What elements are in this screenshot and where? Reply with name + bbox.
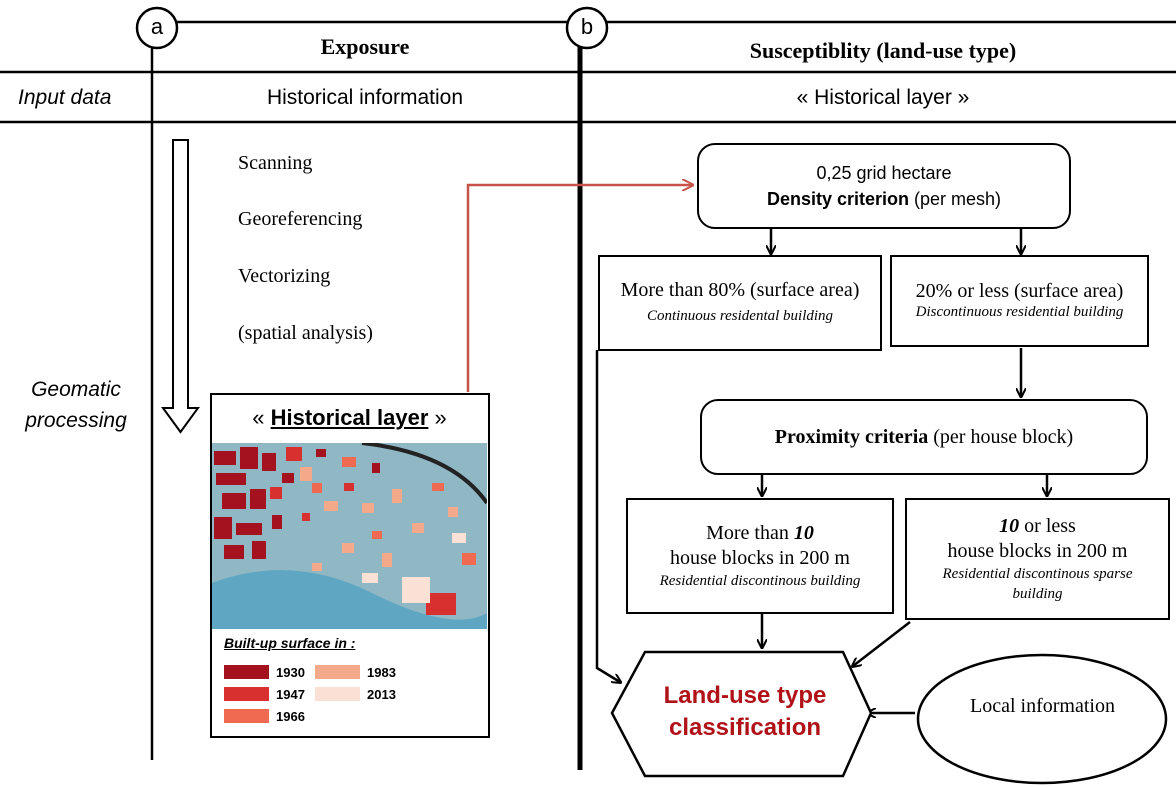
proximity-bold: Proximity criteria	[774, 425, 929, 448]
marker-b-circle	[565, 6, 609, 50]
less10-italic: Residential discontinous sparse building	[942, 566, 1133, 602]
historical-map-image	[212, 443, 487, 629]
proximity-line: Proximity criteria (per house block)	[775, 426, 1073, 449]
more10-italic: Residential discontinous building	[659, 573, 861, 589]
density-rest: (per mesh)	[909, 189, 1002, 209]
legend-label-1966: 1966	[276, 709, 305, 724]
step-spatial-analysis: (spatial analysis)	[238, 322, 373, 344]
legend-label-1947: 1947	[276, 687, 305, 702]
legend-title: Built-up surface in :	[224, 635, 356, 651]
legend-label-2013: 2013	[367, 687, 396, 702]
less10-line1: 10 or less	[999, 514, 1076, 539]
local-ellipse	[916, 653, 1168, 785]
more10-line1: More than 10	[706, 521, 814, 546]
more80-italic: Continuous residental building	[646, 307, 834, 324]
historical-layer-box: « Historical layer »	[210, 393, 490, 738]
marker-b-label: b	[580, 14, 594, 39]
input-historical-information: Historical information	[266, 86, 464, 109]
density-criterion-box: 0,25 grid hectare Density criterion (per…	[697, 143, 1071, 229]
less20-text: 20% or less (surface area)	[915, 280, 1124, 302]
land-use-classification-label: Land-use type classification	[663, 682, 827, 741]
more-than-80-box: More than 80% (surface area) Continuous …	[598, 255, 882, 351]
historical-layer-title: « Historical layer »	[212, 405, 487, 431]
less10-post: or less	[1019, 515, 1076, 537]
legend-swatch-1947	[224, 687, 269, 701]
less10-line2: house blocks in 200 m	[947, 540, 1128, 562]
legend-label-1930: 1930	[276, 665, 305, 680]
process-down-arrow	[161, 139, 200, 434]
more10-pre: More than	[706, 522, 794, 544]
step-scanning: Scanning	[238, 152, 313, 174]
local-information-label: Local information	[970, 695, 1115, 717]
density-line1: 0,25 grid hectare	[816, 163, 952, 183]
marker-a-circle	[135, 6, 179, 50]
arrow-more80-classification	[595, 350, 620, 682]
more-than-10-box: More than 10 house blocks in 200 m Resid…	[626, 498, 894, 614]
legend-swatch-2013	[315, 687, 360, 701]
proximity-rest: (per house block)	[928, 425, 1074, 448]
less-than-10-box: 10 or less house blocks in 200 m Residen…	[905, 498, 1170, 620]
less-than-20-box: 20% or less (surface area) Discontinuous…	[890, 255, 1149, 347]
legend-swatch-1966	[224, 709, 269, 723]
more80-text: More than 80% (surface area)	[620, 278, 860, 301]
header-susceptibility: Susceptiblity (land-use type)	[749, 38, 1017, 63]
row-label-processing: Geomatic processing	[25, 378, 127, 432]
legend-swatch-1930	[224, 665, 269, 679]
proximity-criteria-box: Proximity criteria (per house block)	[700, 399, 1148, 475]
marker-a-label: a	[150, 14, 164, 39]
density-bold: Density criterion	[766, 189, 909, 209]
title-text: Historical layer	[270, 405, 429, 430]
legend-label-1983: 1983	[367, 665, 396, 680]
arrow-less10-classification	[853, 621, 911, 666]
header-exposure: Exposure	[320, 34, 410, 59]
less10-num: 10	[999, 515, 1020, 537]
more10-line2: house blocks in 200 m	[670, 547, 850, 569]
legend-swatch-1983	[315, 665, 360, 679]
more10-num: 10	[793, 522, 814, 544]
less20-italic: Discontinuous residential building	[915, 304, 1124, 320]
link-arrow	[466, 185, 692, 392]
classification-hexagon	[610, 650, 873, 778]
step-georeferencing: Georeferencing	[238, 208, 363, 230]
input-historical-layer: « Historical layer »	[796, 86, 970, 109]
row-label-input: Input data	[18, 86, 112, 109]
title-suffix: »	[434, 405, 447, 430]
title-prefix: «	[252, 405, 265, 430]
density-line2: Density criterion (per mesh)	[767, 186, 1001, 212]
step-vectorizing: Vectorizing	[238, 265, 331, 287]
